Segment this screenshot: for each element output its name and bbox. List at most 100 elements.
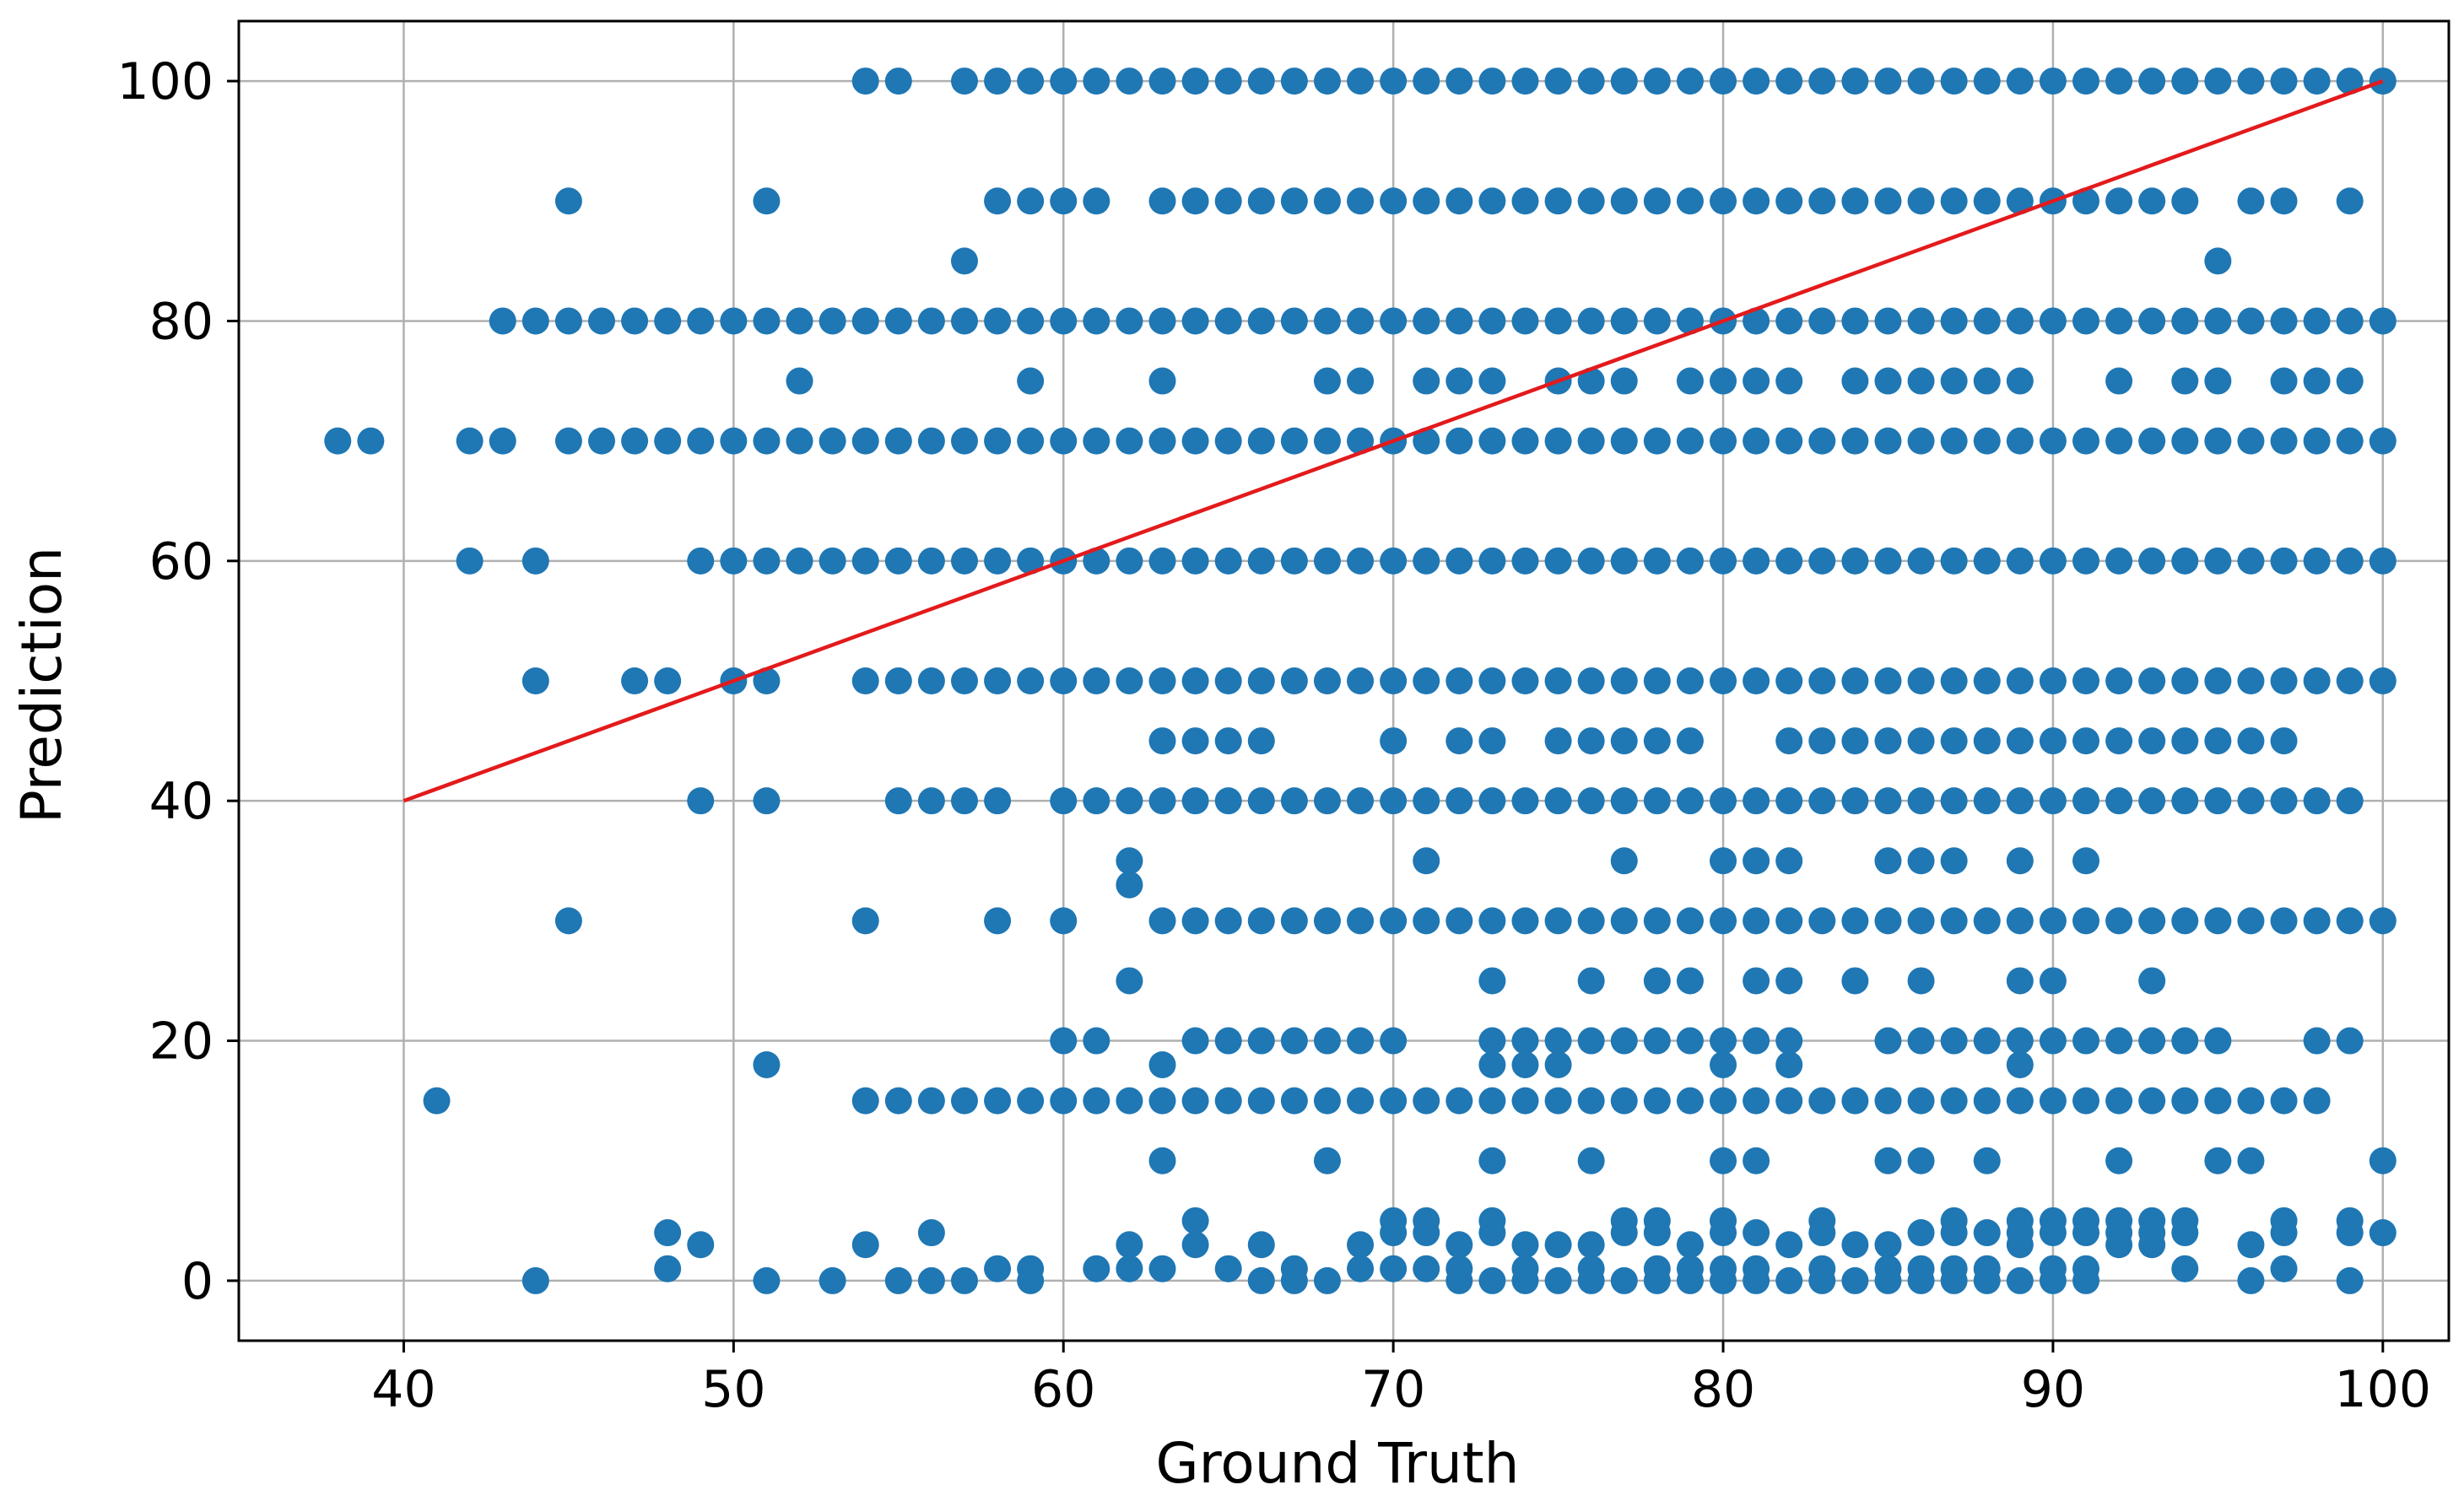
data-point bbox=[1050, 667, 1078, 694]
data-point bbox=[1544, 307, 1572, 335]
data-point bbox=[950, 247, 978, 275]
data-point bbox=[1247, 1231, 1275, 1259]
data-point bbox=[2336, 787, 2364, 815]
data-point bbox=[2237, 787, 2265, 815]
data-point bbox=[1017, 1087, 1045, 1115]
data-point bbox=[1874, 367, 1902, 395]
data-point bbox=[2039, 907, 2067, 935]
data-point bbox=[1743, 547, 1770, 575]
data-point bbox=[621, 307, 649, 335]
x-tick-label: 80 bbox=[1691, 1360, 1755, 1419]
data-point bbox=[1743, 787, 1770, 815]
data-point bbox=[851, 1087, 879, 1115]
data-point bbox=[1116, 847, 1143, 875]
data-point bbox=[1511, 187, 1539, 215]
data-point bbox=[2204, 247, 2232, 275]
data-point bbox=[1940, 1219, 1968, 1247]
data-point bbox=[1841, 1266, 1869, 1294]
data-point bbox=[1247, 67, 1275, 95]
data-point bbox=[2006, 367, 2034, 395]
data-point bbox=[984, 667, 1012, 694]
data-point bbox=[1478, 1219, 1506, 1247]
data-point bbox=[1710, 787, 1737, 815]
data-point bbox=[2105, 547, 2133, 575]
data-point bbox=[1280, 307, 1308, 335]
scatter-points bbox=[324, 67, 2396, 1294]
data-point bbox=[1775, 787, 1803, 815]
data-point bbox=[950, 67, 978, 95]
data-point bbox=[1940, 1087, 1968, 1115]
data-point bbox=[1280, 547, 1308, 575]
data-point bbox=[984, 307, 1012, 335]
data-point bbox=[357, 427, 385, 455]
data-point bbox=[1017, 1266, 1045, 1294]
data-point bbox=[1247, 787, 1275, 815]
data-point bbox=[2171, 727, 2199, 755]
data-point bbox=[2369, 547, 2396, 575]
data-point bbox=[2039, 427, 2067, 455]
data-point bbox=[1808, 67, 1836, 95]
data-point bbox=[1511, 307, 1539, 335]
data-point bbox=[2171, 1027, 2199, 1055]
data-point bbox=[1643, 427, 1671, 455]
data-point bbox=[984, 187, 1012, 215]
data-point bbox=[2171, 367, 2199, 395]
data-point bbox=[1017, 307, 1045, 335]
data-point bbox=[2039, 547, 2067, 575]
data-point bbox=[1676, 187, 1704, 215]
data-point bbox=[2006, 1231, 2034, 1259]
data-point bbox=[1083, 1255, 1110, 1282]
axis-ticks: 40 50 60 70 80 90 100 0 20 40 60 80 100 bbox=[116, 52, 2431, 1419]
data-point bbox=[1710, 1219, 1737, 1247]
data-point bbox=[1445, 547, 1473, 575]
data-point bbox=[1313, 667, 1341, 694]
data-point bbox=[1973, 787, 2001, 815]
data-point bbox=[2204, 727, 2232, 755]
data-point bbox=[1808, 187, 1836, 215]
data-point bbox=[1050, 427, 1078, 455]
data-point bbox=[786, 367, 813, 395]
data-point bbox=[786, 547, 813, 575]
data-point bbox=[1445, 667, 1473, 694]
data-point bbox=[2072, 907, 2100, 935]
data-point bbox=[2303, 667, 2331, 694]
data-point bbox=[1841, 187, 1869, 215]
data-point bbox=[2072, 1219, 2100, 1247]
data-point bbox=[1511, 1050, 1539, 1078]
data-point bbox=[1775, 427, 1803, 455]
data-point bbox=[950, 307, 978, 335]
data-point bbox=[1676, 727, 1704, 755]
data-point bbox=[1676, 67, 1704, 95]
data-point bbox=[1643, 907, 1671, 935]
data-point bbox=[1413, 307, 1440, 335]
data-point bbox=[1940, 787, 1968, 815]
data-point bbox=[2270, 367, 2298, 395]
data-point bbox=[1313, 1266, 1341, 1294]
data-point bbox=[1577, 727, 1605, 755]
data-point bbox=[1544, 1087, 1572, 1115]
data-point bbox=[1577, 1266, 1605, 1294]
data-point bbox=[1280, 667, 1308, 694]
data-point bbox=[2171, 907, 2199, 935]
y-tick-label: 0 bbox=[181, 1252, 213, 1311]
data-point bbox=[884, 1266, 912, 1294]
data-point bbox=[753, 667, 781, 694]
data-point bbox=[2105, 1087, 2133, 1115]
data-point bbox=[1247, 1027, 1275, 1055]
data-point bbox=[786, 427, 813, 455]
data-point bbox=[1743, 1087, 1770, 1115]
data-point bbox=[1148, 667, 1176, 694]
data-point bbox=[950, 1266, 978, 1294]
data-point bbox=[2138, 907, 2166, 935]
data-point bbox=[1544, 1266, 1572, 1294]
data-point bbox=[2270, 307, 2298, 335]
data-point bbox=[1116, 427, 1143, 455]
data-point bbox=[2072, 67, 2100, 95]
data-point bbox=[2072, 547, 2100, 575]
data-point bbox=[1445, 1266, 1473, 1294]
data-point bbox=[1973, 667, 2001, 694]
data-point bbox=[2138, 427, 2166, 455]
data-point bbox=[489, 307, 516, 335]
data-point bbox=[2336, 1027, 2364, 1055]
data-point bbox=[1017, 427, 1045, 455]
